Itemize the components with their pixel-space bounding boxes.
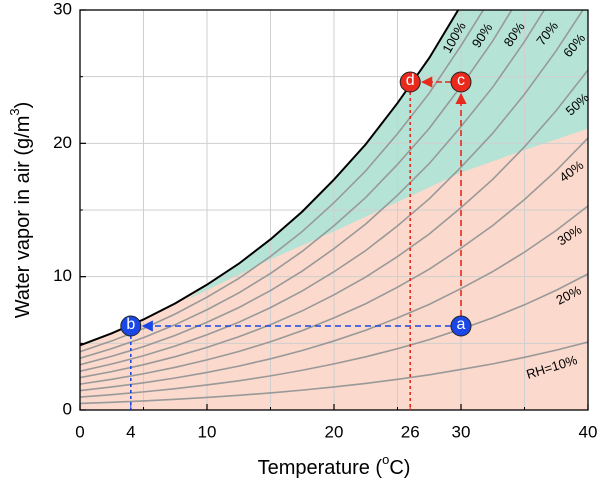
rh-curve <box>80 341 588 405</box>
state-point <box>120 315 142 337</box>
state-point-label: c <box>457 72 465 89</box>
x-axis-label: Temperature (oC) <box>258 452 411 479</box>
x-tick-label: 40 <box>579 422 598 441</box>
x-tick-label: 0 <box>75 422 84 441</box>
x-label-tail: C) <box>389 457 410 479</box>
upper-region <box>187 10 588 300</box>
state-point-label: b <box>126 316 135 333</box>
y-label-text: Water vapor in air (g/m <box>12 116 34 319</box>
rh-curve <box>80 205 588 392</box>
curves <box>80 10 588 405</box>
state-point <box>450 71 472 93</box>
x-label-text: Temperature ( <box>258 457 383 479</box>
rh-curve <box>80 69 588 379</box>
rh-curve <box>80 137 588 385</box>
y-axis-label: Water vapor in air (g/m3) <box>7 102 34 319</box>
y-tick-label: 30 <box>53 0 72 18</box>
y-tick-label: 0 <box>63 399 72 418</box>
rh-curve <box>80 273 588 398</box>
rh-curve <box>80 10 584 372</box>
rh-curve <box>80 10 460 347</box>
x-tick-label: 30 <box>452 422 471 441</box>
rh-curve <box>80 10 546 366</box>
y-label-sup: 3 <box>7 108 22 115</box>
x-marked-tick-label: 26 <box>401 422 420 441</box>
state-point-label: a <box>457 316 466 333</box>
state-point <box>450 315 472 337</box>
y-tick-label: 20 <box>53 133 72 152</box>
x-tick-label: 20 <box>325 422 344 441</box>
state-point <box>399 71 421 93</box>
x-label-sup: o <box>382 452 389 467</box>
ticks: 0 10 20 30 40 0 10 20 30 4 26 <box>53 0 597 441</box>
state-point-label: d <box>406 72 415 89</box>
y-tick-label: 10 <box>53 266 72 285</box>
x-marked-tick-label: 4 <box>126 422 135 441</box>
x-tick-label: 10 <box>198 422 217 441</box>
y-label-tail: ) <box>12 102 34 109</box>
rh-curve <box>80 10 513 360</box>
